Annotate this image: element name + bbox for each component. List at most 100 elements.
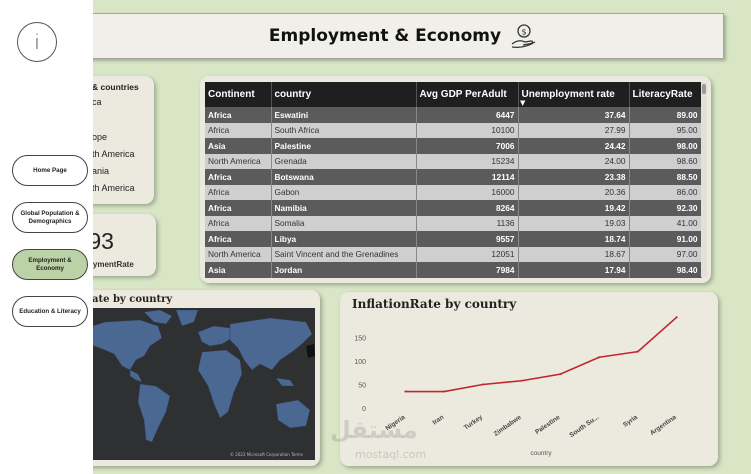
cell-continent: Asia (205, 138, 272, 154)
world-map[interactable] (80, 308, 315, 460)
column-header-gdp[interactable]: Avg GDP PerAdult (416, 82, 519, 107)
cell-gdp: 15234 (416, 153, 519, 169)
cell-continent: Africa (205, 122, 272, 138)
table-row[interactable]: North America Saint Vincent and the Grena… (205, 246, 702, 262)
cell-gdp: 16000 (416, 184, 519, 200)
x-tick-label: Iran (431, 414, 445, 427)
table-row[interactable]: Africa Namibia 8264 19.42 92.30 (205, 200, 702, 216)
world-map-graphic (80, 309, 315, 443)
cell-literacy: 97.00 (629, 246, 702, 262)
cell-country: Libya (271, 231, 417, 247)
filter-title: & countries (92, 82, 139, 92)
cell-country: South Africa (271, 122, 417, 138)
cell-literacy: 88.50 (629, 169, 702, 185)
nav-button-home[interactable]: Home Page (12, 155, 88, 186)
cell-gdp: 12051 (416, 246, 519, 262)
table-row[interactable]: Africa South Africa 10100 27.99 95.00 (205, 122, 702, 138)
info-icon[interactable] (17, 22, 57, 62)
y-tick-label: 0 (362, 406, 366, 413)
cell-country: Botswana (271, 169, 417, 185)
table-scrollbar[interactable] (701, 82, 707, 277)
chart-title: InflationRate by country (352, 297, 517, 311)
table-row[interactable]: Africa Somalia 1136 19.03 41.00 (205, 215, 702, 231)
cell-unemployment: 37.64 (518, 107, 630, 123)
svg-text:$: $ (522, 28, 527, 37)
watermark-logo: مستقل (330, 416, 418, 444)
kpi-label: oymentRate (88, 260, 134, 269)
x-axis-label: country (530, 450, 552, 457)
cell-unemployment: 19.42 (518, 200, 630, 216)
table-row[interactable]: Africa Gabon 16000 20.36 86.00 (205, 184, 702, 200)
cell-country: Eswatini (271, 107, 417, 123)
cell-country: Grenada (271, 153, 417, 169)
cell-literacy: 98.00 (629, 138, 702, 154)
country-table: Continent country Avg GDP PerAdult Unemp… (205, 82, 702, 278)
filter-item[interactable]: ca (92, 97, 102, 107)
info-icon-glyph: i (34, 30, 40, 54)
cell-unemployment: 18.67 (518, 246, 630, 262)
cell-continent: Africa (205, 107, 272, 123)
cell-country: Saint Vincent and the Grenadines (271, 246, 417, 262)
data-point[interactable] (636, 350, 639, 353)
cell-continent: Africa (205, 184, 272, 200)
table-row[interactable]: Africa Eswatini 6447 37.64 89.00 (205, 107, 702, 123)
column-header-country[interactable]: country (271, 82, 417, 107)
watermark-url: mostaql.com (355, 448, 427, 461)
nav-button-population[interactable]: Global Population & Demographics (12, 202, 88, 233)
column-header-unemployment[interactable]: Unemployment rate (518, 82, 630, 107)
cell-unemployment: 24.42 (518, 138, 630, 154)
table-row[interactable]: North America Grenada 15234 24.00 98.60 (205, 153, 702, 169)
data-point[interactable] (443, 390, 446, 393)
column-header-literacy[interactable]: LiteracyRate (629, 82, 702, 107)
cell-gdp: 7006 (416, 138, 519, 154)
x-tick-label: Syria (622, 414, 639, 429)
table-row[interactable]: Africa Botswana 12114 23.38 88.50 (205, 169, 702, 185)
data-point[interactable] (559, 373, 562, 376)
title-banner: Employment & Economy $ (82, 13, 724, 59)
y-tick-label: 150 (354, 336, 366, 343)
filter-item[interactable]: ania (92, 166, 110, 176)
cell-gdp: 8264 (416, 200, 519, 216)
cell-gdp: 12114 (416, 169, 519, 185)
sidebar (0, 0, 93, 474)
data-point[interactable] (404, 390, 407, 393)
table-header-row: Continent country Avg GDP PerAdult Unemp… (205, 82, 702, 107)
cell-unemployment: 24.00 (518, 153, 630, 169)
table-scrollbar-thumb[interactable] (702, 84, 706, 94)
cell-unemployment: 20.36 (518, 184, 630, 200)
cell-continent: North America (205, 246, 272, 262)
cell-continent: Africa (205, 231, 272, 247)
data-point[interactable] (481, 383, 484, 386)
data-point[interactable] (675, 316, 678, 319)
y-tick-label: 100 (354, 359, 366, 366)
filter-item[interactable]: th America (92, 183, 135, 193)
cell-gdp: 9557 (416, 231, 519, 247)
table-row[interactable]: Asia Palestine 7006 24.42 98.00 (205, 138, 702, 154)
cell-unemployment: 23.38 (518, 169, 630, 185)
data-point[interactable] (598, 356, 601, 359)
nav-button-employment[interactable]: Employment & Economy (12, 249, 88, 280)
cell-literacy: 86.00 (629, 184, 702, 200)
cell-unemployment: 17.94 (518, 262, 630, 278)
filter-item[interactable]: ope (92, 132, 108, 142)
table-row[interactable]: Asia Jordan 7984 17.94 98.40 (205, 262, 702, 278)
nav-button-education[interactable]: Education & Literacy (12, 296, 88, 327)
series-line-inflation[interactable] (405, 316, 678, 393)
cell-unemployment: 18.74 (518, 231, 630, 247)
cell-continent: Africa (205, 169, 272, 185)
cell-country: Gabon (271, 184, 417, 200)
x-tick-label: Zimbabwe (493, 414, 523, 438)
cell-gdp: 1136 (416, 215, 519, 231)
filter-item[interactable]: th America (92, 149, 135, 159)
data-point[interactable] (520, 379, 523, 382)
column-header-continent[interactable]: Continent (205, 82, 272, 107)
sort-descending-icon[interactable]: ▼ (520, 99, 526, 107)
x-tick-label: South Su... (568, 414, 600, 439)
cell-continent: Africa (205, 215, 272, 231)
cell-continent: North America (205, 153, 272, 169)
cell-country: Somalia (271, 215, 417, 231)
money-hand-icon: $ (511, 24, 536, 48)
x-tick-label: Turkey (463, 414, 484, 432)
table-row[interactable]: Africa Libya 9557 18.74 91.00 (205, 231, 702, 247)
